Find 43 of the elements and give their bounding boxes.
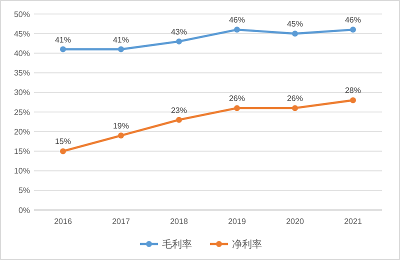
data-label: 26% [286,94,304,104]
legend-label: 毛利率 [162,238,192,250]
data-label: 43% [170,27,188,36]
point [60,46,66,52]
x-tick-label: 2021 [344,217,362,226]
point [292,105,298,112]
y-tick-label: 35% [14,68,30,78]
y-tick-label: 25% [14,108,30,117]
point [118,132,124,139]
y-tick-label: 0% [18,206,30,215]
x-tick-label: 2018 [170,217,188,226]
y-tick-label: 20% [14,127,30,136]
data-label: 28% [344,86,362,96]
y-tick-label: 30% [14,88,30,98]
point [60,148,66,154]
y-tick-label: 5% [18,186,30,196]
data-label: 19% [112,122,130,131]
point [292,30,298,37]
point [118,46,124,52]
data-label: 45% [286,20,304,29]
y-tick-label: 45% [14,29,30,38]
data-label: 15% [54,137,72,146]
y-tick-label: 10% [14,166,30,176]
data-label: 46% [228,16,246,25]
data-label: 26% [228,94,246,104]
point [350,97,356,104]
x-tick-label: 2016 [54,217,72,226]
data-label: 41% [112,35,130,44]
point [234,105,240,112]
x-tick-label: 2017 [112,217,130,226]
point [234,26,240,33]
data-label: 41% [54,35,72,44]
y-tick-label: 50% [14,10,30,19]
point [176,38,182,44]
point [176,116,182,123]
data-label: 23% [170,106,188,115]
point [350,26,356,33]
y-tick-label: 40% [14,49,30,58]
y-tick-label: 15% [14,147,30,156]
x-tick-label: 2020 [286,217,304,226]
x-tick-label: 2019 [228,217,246,226]
data-label: 46% [344,16,362,25]
legend-label: 净利率 [232,238,262,250]
